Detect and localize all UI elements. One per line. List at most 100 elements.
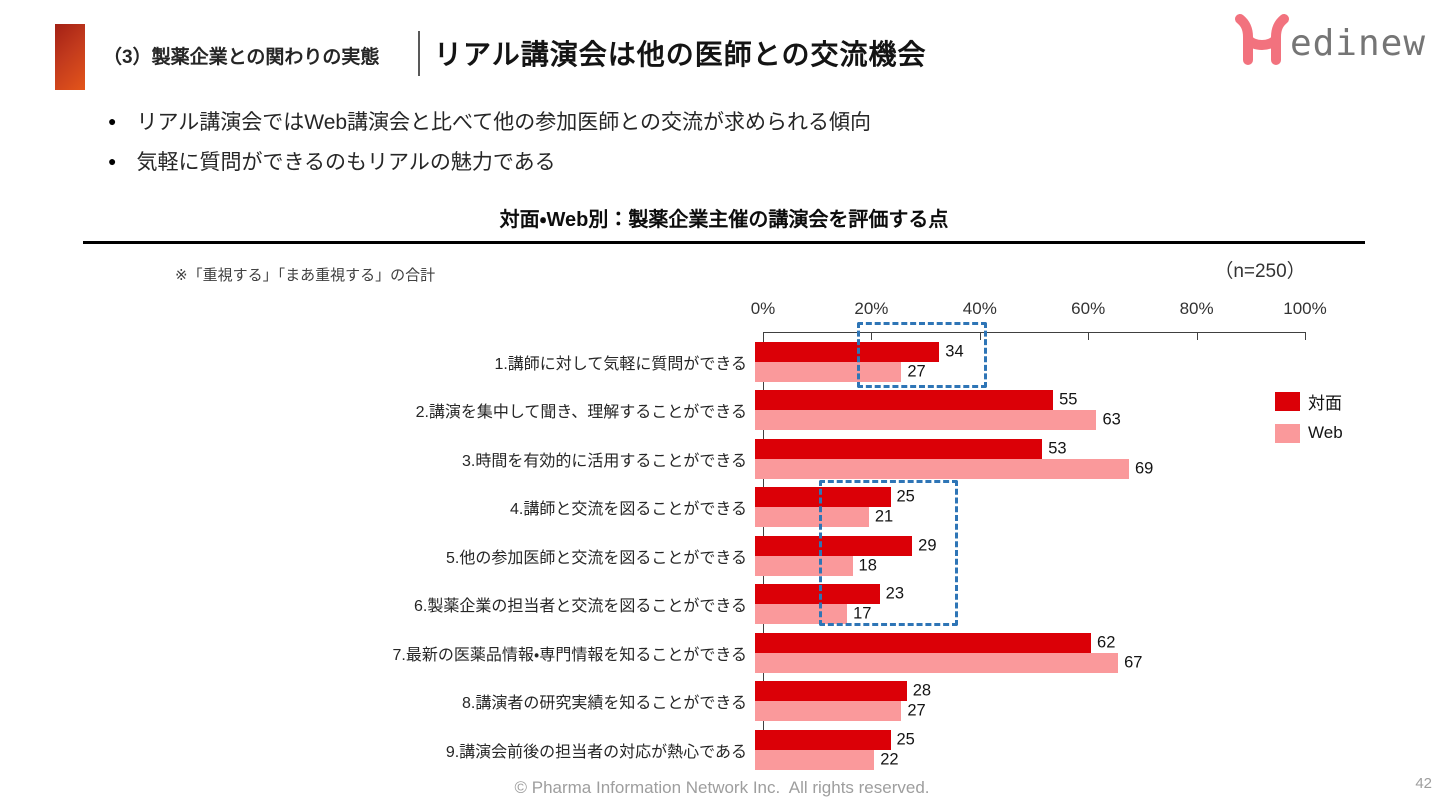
- bar-Web: 18: [755, 555, 877, 576]
- bar-pair: 34 27: [755, 341, 1297, 382]
- legend-entry: 対面: [1275, 389, 1343, 414]
- legend-label: 対面: [1308, 394, 1342, 413]
- bar-pair: 28 27: [755, 681, 1297, 721]
- highlight-box-items-4-6: [819, 480, 958, 626]
- legend-swatch-icon: [1275, 392, 1300, 411]
- value-label: 67: [1124, 653, 1143, 671]
- category-label: 6.製薬企業の担当者と交流を図ることができる: [413, 598, 747, 615]
- value-label: 53: [1048, 439, 1067, 457]
- bar-pair: 25 22: [755, 729, 1297, 770]
- value-label: 55: [1059, 390, 1078, 409]
- value-label: 27: [907, 701, 926, 720]
- medinew-m-icon: [1234, 14, 1289, 65]
- category-label: 9.講演会前後の担当者の対応が熱心である: [445, 743, 747, 761]
- x-axis-line: [763, 332, 1306, 333]
- copyright-text: © Pharma Information Network Inc. All ri…: [514, 778, 930, 797]
- bar-pair: 23 17: [755, 584, 1297, 624]
- legend-entry: Web: [1275, 423, 1343, 443]
- bar-Web: 69: [755, 458, 1153, 479]
- x-tick-mark: [1088, 333, 1090, 340]
- x-tick-label: 100%: [1283, 299, 1327, 318]
- bar-pair: 25 21: [755, 487, 1297, 527]
- page-title: リアル講演会は他の医師との交流機会: [434, 39, 927, 70]
- legend-swatch-icon: [1275, 423, 1300, 443]
- bullet-item: ● リアル講演会ではWeb講演会と比べて他の参加医師との交流が求められる傾向: [108, 106, 871, 136]
- bullet-text: 気軽に質問ができるのもリアルの魅力である: [136, 151, 556, 174]
- bar-pair: 29 18: [755, 535, 1297, 576]
- chart-row: 8.講演者の研究実績を知ることができる 28 27: [0, 673, 1305, 721]
- bar-Web: 67: [755, 652, 1142, 673]
- chart-row: 7.最新の医薬品情報・専門情報を知ることができる 62 67: [0, 624, 1305, 673]
- x-tick-label: 20%: [854, 299, 889, 318]
- bar-pair: 62 67: [755, 632, 1297, 673]
- chart-note: ※「重視する」「まあ重視する」の合計: [175, 267, 436, 284]
- bar-Web: 63: [755, 410, 1121, 430]
- chart-row: 2.講演を集中して聞き、理解することができる 55 63: [0, 382, 1305, 430]
- bar-Web: 21: [755, 507, 893, 527]
- page-number: 42: [1415, 775, 1432, 792]
- bar-Web: 27: [755, 361, 926, 382]
- bar-対面: 34: [755, 341, 964, 362]
- bar-Web: 17: [755, 604, 871, 624]
- value-label: 62: [1097, 633, 1116, 651]
- accent-bar: [55, 24, 85, 90]
- bar-Web: 27: [755, 701, 926, 721]
- category-label: 4.講師と交流を図ることができる: [509, 501, 747, 518]
- value-label: 25: [896, 487, 915, 506]
- logo-text: edinew: [1289, 23, 1426, 64]
- x-tick-mark: [979, 333, 981, 340]
- value-label: 28: [912, 681, 932, 700]
- bar-対面: 23: [755, 584, 904, 604]
- bar-Web: 22: [755, 749, 899, 770]
- title-rule: [83, 241, 1365, 244]
- x-tick-mark: [1305, 333, 1306, 340]
- value-label: 21: [874, 507, 894, 526]
- header-divider: [418, 31, 420, 76]
- value-label: 25: [896, 730, 915, 748]
- chart-row: 3.時間を有効的に活用することができる 53 69: [0, 430, 1305, 479]
- category-label: 7.最新の医薬品情報・専門情報を知ることができる: [392, 646, 747, 664]
- x-tick-label: 60%: [1071, 299, 1106, 318]
- legend: 対面 Web: [1275, 389, 1343, 452]
- section-label: （3）製薬企業との関わりの実態: [103, 47, 380, 68]
- x-tick-label: 80%: [1179, 299, 1214, 318]
- value-label: 22: [880, 750, 899, 768]
- bullet-list: ● リアル講演会ではWeb講演会と比べて他の参加医師との交流が求められる傾向 ● 気軽…: [108, 106, 871, 186]
- category-label: 1.講師に対して気軽に質問ができる: [494, 355, 747, 373]
- sample-size-label: （n=250）: [1214, 261, 1306, 282]
- category-label: 2.講演を集中して聞き、理解することができる: [415, 404, 747, 421]
- category-label: 8.講演者の研究実績を知ることができる: [461, 695, 747, 712]
- chart-row: 4.講師と交流を図ることができる 25 21: [0, 479, 1305, 527]
- highlight-box-item-1: [857, 322, 987, 388]
- legend-label: Web: [1308, 423, 1343, 442]
- bullet-item: ● 気軽に質問ができるのもリアルの魅力である: [108, 146, 871, 176]
- value-label: 18: [858, 556, 877, 574]
- x-tick-label: 40%: [962, 299, 997, 318]
- x-tick-mark: [1196, 333, 1198, 340]
- x-tick-mark: [871, 333, 873, 340]
- value-label: 34: [945, 342, 964, 360]
- bar-対面: 62: [755, 632, 1115, 653]
- chart-row: 6.製薬企業の担当者と交流を図ることができる 23 17: [0, 576, 1305, 624]
- value-label: 29: [918, 536, 937, 554]
- value-label: 69: [1134, 459, 1154, 477]
- bullet-icon: ●: [108, 153, 117, 169]
- bar-pair: 53 69: [755, 438, 1297, 479]
- x-tick-marks: [763, 333, 1306, 340]
- bar-対面: 25: [755, 729, 915, 750]
- value-label: 63: [1102, 410, 1121, 429]
- value-label: 27: [907, 362, 926, 380]
- bar-対面: 29: [755, 535, 937, 556]
- bar-対面: 28: [755, 681, 931, 701]
- category-label: 5.他の参加医師と交流を図ることができる: [445, 549, 747, 567]
- chart-row: 1.講師に対して気軽に質問ができる 34 27: [0, 333, 1305, 382]
- x-axis-labels: 0% 20% 40% 60% 80% 100%: [751, 299, 1327, 321]
- bullet-icon: ●: [108, 113, 117, 129]
- bar-対面: 25: [755, 487, 915, 507]
- value-label: 17: [853, 604, 872, 623]
- bar-対面: 53: [755, 438, 1067, 459]
- category-label: 3.時間を有効的に活用することができる: [461, 452, 747, 470]
- chart-title: 対面・Web別：製薬企業主催の講演会を評価する点: [499, 209, 949, 231]
- value-label: 23: [885, 584, 905, 603]
